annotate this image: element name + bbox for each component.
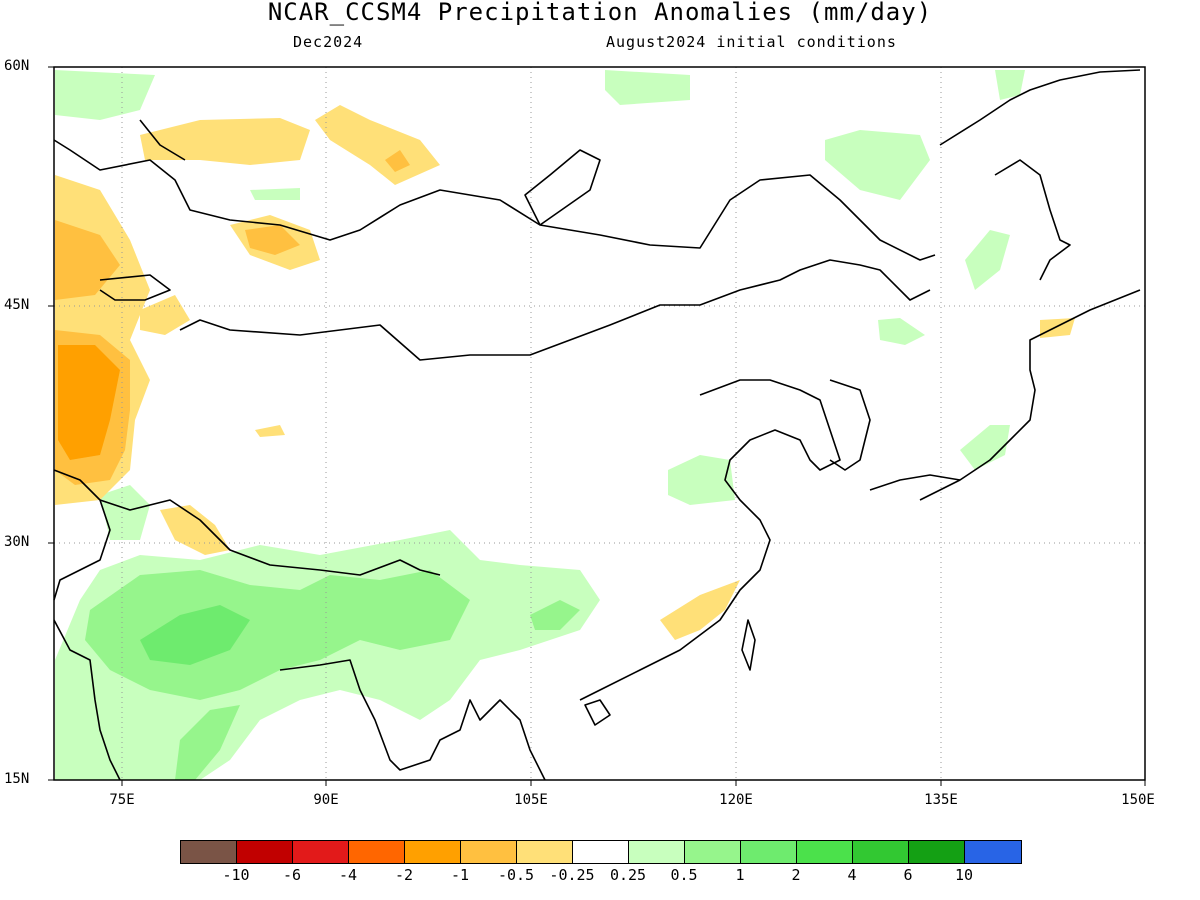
colorbar-swatch <box>685 841 741 863</box>
anomaly-field <box>55 70 1075 780</box>
colorbar-swatch <box>909 841 965 863</box>
anomaly-region-hokkaido <box>1040 318 1075 338</box>
initial-conditions: August2024 initial conditions <box>606 33 897 51</box>
anomaly-region-tibet-west <box>100 485 150 540</box>
colorbar-swatch <box>349 841 405 863</box>
anomaly-region-northwest <box>55 70 155 120</box>
colorbar-swatch <box>853 841 909 863</box>
colorbar-swatch <box>629 841 685 863</box>
anomaly-region-kazakh-north <box>140 118 310 165</box>
colorbar-label: 0.25 <box>609 866 647 884</box>
anomaly-region-kamchatka <box>995 70 1025 100</box>
anomaly-region-manchuria <box>825 130 930 200</box>
colorbar-label: 10 <box>954 866 974 884</box>
map-title: NCAR_CCSM4 Precipitation Anomalies (mm/d… <box>267 0 933 26</box>
anomaly-region-sakhalin <box>965 230 1010 290</box>
anomaly-region-india-tip <box>175 705 240 780</box>
anomaly-region-china-south <box>530 600 580 630</box>
anomaly-region-balkhash <box>140 295 190 335</box>
colorbar-label: 1 <box>735 866 745 884</box>
anomaly-region-korea <box>878 318 925 345</box>
colorbar-label: 0.5 <box>670 866 698 884</box>
colorbar-label: -6 <box>282 866 302 884</box>
anomaly-region-india-core <box>140 605 250 665</box>
colorbar-swatch <box>741 841 797 863</box>
colorbar <box>180 840 1022 864</box>
grid-lines <box>54 67 1145 780</box>
anomaly-region-east-china <box>668 455 735 505</box>
colorbar-label: -2 <box>394 866 414 884</box>
colorbar-swatch <box>517 841 573 863</box>
anomaly-region-japan <box>960 425 1010 470</box>
colorbar-label: -10 <box>222 866 250 884</box>
anomaly-region-india-strong <box>85 570 470 700</box>
lat-tick-label: 15N <box>4 771 30 787</box>
lon-tick-label: 150E <box>1121 792 1155 808</box>
colorbar-swatch <box>573 841 629 863</box>
colorbar-label: -0.25 <box>549 866 595 884</box>
plot-frame <box>53 66 1146 781</box>
anomaly-region-dzungaria-core <box>245 225 300 255</box>
anomaly-region-pakistan-core <box>58 345 120 460</box>
colorbar-label: -4 <box>338 866 358 884</box>
anomaly-region-himalaya <box>160 505 230 555</box>
lon-tick-label: 105E <box>514 792 548 808</box>
colorbar-swatch <box>797 841 853 863</box>
colorbar-label: 6 <box>903 866 913 884</box>
colorbar-swatch <box>405 841 461 863</box>
colorbar-swatch <box>965 841 1021 863</box>
anomaly-region-altai <box>315 105 440 185</box>
lon-tick-label: 75E <box>109 792 135 808</box>
colorbar-swatch <box>461 841 517 863</box>
colorbar-swatch <box>237 841 293 863</box>
lat-tick-label: 60N <box>4 58 30 74</box>
colorbar-label: 4 <box>847 866 857 884</box>
colorbar-swatch <box>293 841 349 863</box>
forecast-month: Dec2024 <box>293 33 364 51</box>
lat-tick-label: 45N <box>4 297 30 313</box>
lat-tick-label: 30N <box>4 534 30 550</box>
anomaly-region-siberia <box>605 70 690 105</box>
anomaly-region-tibet-spot <box>255 425 285 437</box>
lon-tick-label: 90E <box>313 792 339 808</box>
colorbar-label: -0.5 <box>497 866 535 884</box>
anomaly-region-mongolia-west <box>250 188 300 200</box>
colorbar-label: -1 <box>450 866 470 884</box>
lon-tick-label: 135E <box>924 792 958 808</box>
colorbar-label: 2 <box>791 866 801 884</box>
anomaly-region-southeast-china <box>660 580 740 640</box>
colorbar-swatch <box>181 841 237 863</box>
lon-tick-label: 120E <box>719 792 753 808</box>
tick-marks <box>48 66 1146 786</box>
coastlines-borders <box>53 69 1141 781</box>
anomaly-region-altai-core <box>385 150 410 172</box>
